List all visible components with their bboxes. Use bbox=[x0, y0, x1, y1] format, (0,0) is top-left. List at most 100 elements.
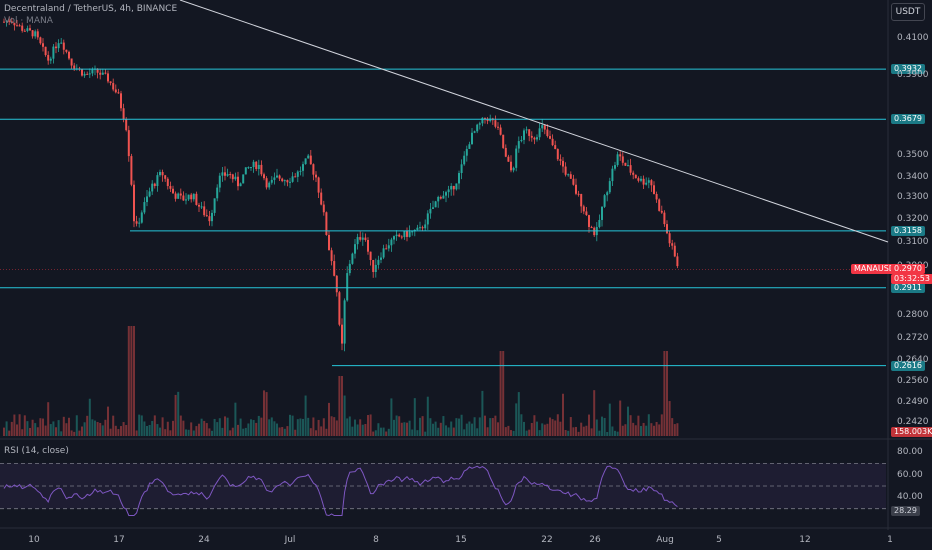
candle-body bbox=[31, 30, 34, 37]
candle-body bbox=[484, 117, 486, 119]
volume-bar bbox=[70, 430, 73, 436]
volume-bar bbox=[450, 421, 453, 436]
volume-bar bbox=[198, 423, 200, 436]
volume-bar bbox=[3, 427, 5, 436]
candle-body bbox=[372, 260, 375, 273]
candle-body bbox=[616, 154, 619, 166]
volume-bar bbox=[276, 423, 278, 436]
candle-body bbox=[447, 189, 450, 193]
candle-body bbox=[445, 192, 447, 196]
volume-bar bbox=[26, 421, 29, 436]
volume-bar bbox=[255, 422, 258, 436]
candle-body bbox=[354, 244, 356, 254]
candle-body bbox=[533, 137, 536, 140]
candle-body bbox=[437, 196, 440, 202]
volume-bar bbox=[673, 424, 676, 436]
volume-bar bbox=[130, 326, 133, 436]
volume-bar bbox=[148, 424, 151, 436]
volume-bar bbox=[65, 423, 68, 436]
candle-body bbox=[237, 176, 239, 187]
candle-body bbox=[333, 261, 336, 276]
candle-body bbox=[138, 222, 141, 224]
volume-bar bbox=[205, 423, 208, 436]
candle-body bbox=[512, 167, 515, 171]
candle-body bbox=[525, 129, 528, 131]
candle-body bbox=[57, 43, 60, 49]
volume-bar bbox=[213, 418, 216, 436]
candle-body bbox=[585, 211, 588, 216]
volume-bar bbox=[411, 429, 414, 436]
candle-body bbox=[62, 42, 65, 50]
candle-body bbox=[575, 184, 577, 194]
volume-bar bbox=[351, 426, 354, 436]
candle-body bbox=[172, 188, 174, 194]
candle-body bbox=[486, 118, 489, 122]
candle-body bbox=[101, 72, 104, 75]
volume-bar bbox=[31, 419, 34, 436]
volume-bar bbox=[567, 430, 570, 436]
candle-body bbox=[73, 65, 76, 69]
volume-bar bbox=[645, 425, 648, 436]
volume-bar bbox=[650, 423, 653, 436]
volume-bar bbox=[320, 426, 323, 436]
volume-bar bbox=[546, 423, 549, 436]
volume-bar bbox=[429, 418, 432, 436]
candle-body bbox=[309, 155, 312, 165]
candle-body bbox=[601, 206, 603, 220]
volume-bar bbox=[486, 427, 489, 436]
volume-bar bbox=[169, 430, 172, 436]
volume-bar bbox=[114, 425, 117, 436]
candle-body bbox=[460, 164, 463, 174]
volume-bar bbox=[559, 421, 562, 436]
volume-bar bbox=[629, 415, 632, 436]
trendline bbox=[179, 0, 889, 243]
candle-body bbox=[673, 245, 676, 257]
candle-body bbox=[200, 206, 203, 208]
candle-body bbox=[96, 68, 99, 73]
volume-bar bbox=[185, 429, 187, 436]
volume-bar bbox=[660, 414, 663, 436]
volume-bar bbox=[590, 428, 593, 436]
candle-body bbox=[629, 165, 632, 173]
volume-bar bbox=[655, 421, 658, 436]
candle-body bbox=[663, 212, 666, 225]
volume-bar bbox=[166, 421, 169, 436]
candle-body bbox=[151, 183, 154, 192]
candle-body bbox=[619, 154, 622, 157]
volume-bar bbox=[330, 416, 333, 436]
volume-bar bbox=[413, 398, 416, 436]
candle-body bbox=[195, 193, 198, 205]
time-tick-label: 26 bbox=[589, 535, 601, 545]
candle-body bbox=[666, 224, 668, 234]
volume-bar bbox=[343, 395, 346, 436]
currency-button[interactable]: USDT bbox=[891, 3, 925, 21]
volume-bar bbox=[140, 415, 143, 436]
candle-body bbox=[16, 25, 18, 27]
candle-body bbox=[244, 167, 247, 175]
volume-bar bbox=[34, 423, 37, 436]
candle-body bbox=[260, 164, 263, 175]
rsi-title: RSI (14, close) bbox=[4, 446, 69, 456]
candle-body bbox=[658, 199, 661, 211]
time-tick-label: Jul bbox=[284, 535, 296, 545]
candle-body bbox=[606, 192, 609, 196]
volume-bar bbox=[260, 417, 263, 436]
candle-body bbox=[120, 93, 122, 109]
volume-bar bbox=[125, 424, 128, 436]
volume-bar bbox=[231, 427, 234, 436]
volume-bar bbox=[484, 415, 486, 436]
candle-body bbox=[346, 273, 349, 301]
volume-bar bbox=[538, 430, 541, 436]
candle-body bbox=[426, 213, 429, 225]
volume-bar bbox=[296, 419, 299, 436]
volume-bar bbox=[309, 428, 312, 436]
candle-body bbox=[562, 160, 564, 167]
candle-body bbox=[546, 129, 549, 137]
volume-bar bbox=[603, 417, 606, 436]
price-tick-label: 0.2800 bbox=[897, 310, 929, 320]
volume-bar bbox=[21, 429, 24, 436]
volume-bar bbox=[302, 418, 304, 436]
candle-body bbox=[577, 193, 580, 195]
volume-bar bbox=[146, 425, 148, 436]
